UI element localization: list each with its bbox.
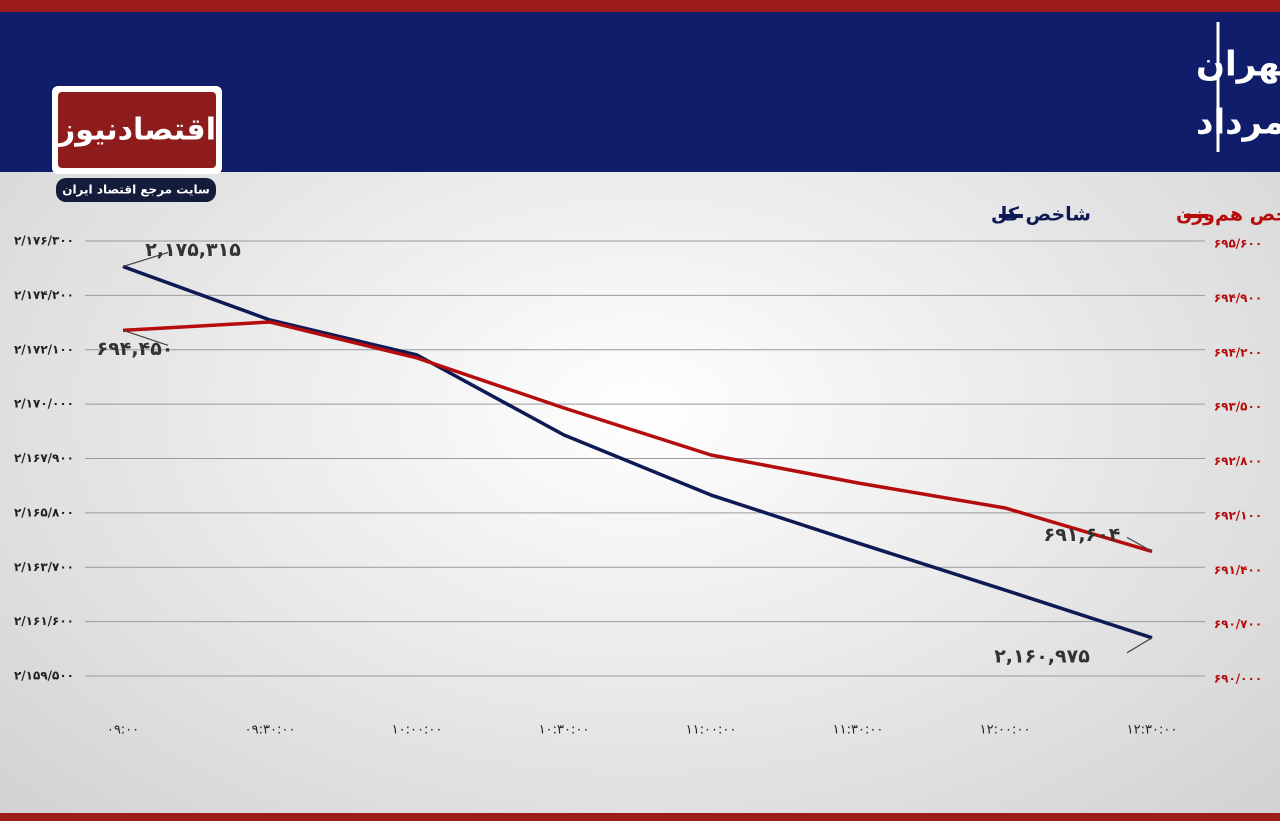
legend-label: شاخص کل bbox=[991, 204, 1091, 226]
logo-text: اقتصادنیوز bbox=[56, 113, 216, 148]
y2-tick-label: ۶۹۴/۲۰۰ bbox=[1214, 345, 1262, 359]
y-tick-label: ۲/۱۷۲/۱۰۰ bbox=[14, 342, 74, 356]
y2-tick-label: ۶۹۳/۵۰۰ bbox=[1214, 400, 1262, 414]
y2-tick-label: ۶۹۰/۷۰۰ bbox=[1214, 617, 1262, 631]
data-label: ۶۹۴,۴۵۰ bbox=[97, 338, 174, 360]
y-tick-label: ۲/۱۶۱/۶۰۰ bbox=[14, 614, 74, 628]
y2-tick-label: ۶۹۲/۱۰۰ bbox=[1214, 508, 1262, 522]
top-bar bbox=[0, 0, 1280, 12]
label-leader bbox=[1126, 536, 1153, 552]
y-tick-label: ۲/۱۷۶/۳۰۰ bbox=[14, 234, 74, 248]
y2-tick-label: ۶۹۵/۶۰۰ bbox=[1214, 237, 1262, 251]
label-leader bbox=[122, 251, 169, 268]
x-tick-label: ۱۱:۳۰:۰۰ bbox=[833, 723, 884, 738]
y-tick-label: ۲/۱۶۵/۸۰۰ bbox=[14, 505, 74, 519]
series-line bbox=[122, 320, 1153, 554]
y2-tick-label: ۶۹۰/۰۰۰ bbox=[1214, 672, 1262, 686]
y2-tick-label: ۶۹۱/۴۰۰ bbox=[1214, 563, 1262, 577]
y-tick-label: ۲/۱۵۹/۵۰۰ bbox=[14, 669, 74, 683]
subtitle: شنبه ۶ مرداد bbox=[1196, 103, 1280, 143]
series-line bbox=[122, 264, 1153, 640]
x-tick-label: ۱۰:۳۰:۰۰ bbox=[539, 723, 590, 738]
logo-tagline: سایت مرجع اقتصاد ایران bbox=[62, 183, 210, 197]
logo-box bbox=[58, 92, 216, 168]
x-tick-label: ۱۲:۳۰:۰۰ bbox=[1127, 723, 1178, 738]
x-tick-label: ۱۱:۰۰:۰۰ bbox=[686, 723, 737, 738]
data-label: ۲,۱۷۵,۳۱۵ bbox=[145, 239, 241, 261]
x-tick-label: ۰۹:۰۰ bbox=[107, 723, 139, 738]
logo-tagline-box bbox=[56, 178, 216, 202]
x-tick-label: ۱۰:۰۰:۰۰ bbox=[392, 723, 443, 738]
y-tick-label: ۲/۱۶۳/۷۰۰ bbox=[14, 560, 74, 574]
y2-tick-label: ۶۹۴/۹۰۰ bbox=[1214, 291, 1262, 305]
legend-label: شاخص هم‌وزن bbox=[1176, 204, 1280, 226]
label-leader bbox=[122, 329, 169, 346]
y2-tick-label: ۶۹۲/۸۰۰ bbox=[1214, 454, 1262, 468]
x-tick-label: ۱۲:۰۰:۰۰ bbox=[980, 723, 1031, 738]
bottom-bar bbox=[0, 813, 1280, 821]
y-tick-label: ۲/۱۷۰/۰۰۰ bbox=[14, 397, 74, 411]
title: روند ساعتی شاخص کل و هم‌وزن بورس تهران bbox=[1196, 45, 1280, 85]
y-tick-label: ۲/۱۷۴/۲۰۰ bbox=[14, 288, 74, 302]
x-tick-label: ۰۹:۳۰:۰۰ bbox=[245, 723, 296, 738]
label-leader bbox=[1126, 637, 1153, 654]
data-label: ۲,۱۶۰,۹۷۵ bbox=[994, 645, 1090, 667]
data-label: ۶۹۱,۶۰۴ bbox=[1044, 524, 1121, 546]
y-tick-label: ۲/۱۶۷/۹۰۰ bbox=[14, 451, 74, 465]
